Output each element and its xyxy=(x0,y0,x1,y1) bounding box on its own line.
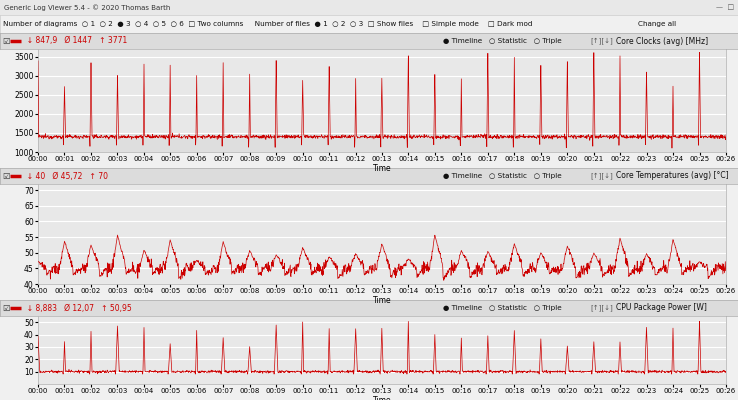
Text: ☑: ☑ xyxy=(2,36,10,46)
Text: —  □  ✕: — □ ✕ xyxy=(716,4,738,10)
Text: [↑][↓]: [↑][↓] xyxy=(590,172,613,180)
Text: ↓ 40   Ø 45,72   ↑ 70: ↓ 40 Ø 45,72 ↑ 70 xyxy=(22,172,108,180)
Text: ☑: ☑ xyxy=(2,304,10,312)
Text: [↑][↓]: [↑][↓] xyxy=(590,38,613,44)
Text: Change all: Change all xyxy=(638,21,677,27)
X-axis label: Time: Time xyxy=(373,164,391,172)
Bar xyxy=(38,133,726,152)
Text: ● Timeline   ○ Statistic   ○ Triple: ● Timeline ○ Statistic ○ Triple xyxy=(443,38,562,44)
Text: ☑: ☑ xyxy=(2,172,10,180)
Text: ↓ 847,9   Ø 1447   ↑ 3771: ↓ 847,9 Ø 1447 ↑ 3771 xyxy=(22,36,128,46)
Text: Core Clocks (avg) [MHz]: Core Clocks (avg) [MHz] xyxy=(616,36,708,46)
Text: ↓ 8,883   Ø 12,07   ↑ 50,95: ↓ 8,883 Ø 12,07 ↑ 50,95 xyxy=(22,304,132,312)
X-axis label: Time: Time xyxy=(373,396,391,400)
Text: [↑][↓]: [↑][↓] xyxy=(590,304,613,312)
Text: Number of diagrams  ○ 1  ○ 2  ● 3  ○ 4  ○ 5  ○ 6  □ Two columns     Number of fi: Number of diagrams ○ 1 ○ 2 ● 3 ○ 4 ○ 5 ○… xyxy=(3,21,532,27)
Text: ● Timeline   ○ Statistic   ○ Triple: ● Timeline ○ Statistic ○ Triple xyxy=(443,305,562,311)
Text: Core Temperatures (avg) [°C]: Core Temperatures (avg) [°C] xyxy=(616,172,729,180)
Text: Generic Log Viewer 5.4 - © 2020 Thomas Barth: Generic Log Viewer 5.4 - © 2020 Thomas B… xyxy=(4,4,170,11)
Text: ● Timeline   ○ Statistic   ○ Triple: ● Timeline ○ Statistic ○ Triple xyxy=(443,173,562,179)
Text: CPU Package Power [W]: CPU Package Power [W] xyxy=(616,304,707,312)
X-axis label: Time: Time xyxy=(373,296,391,304)
